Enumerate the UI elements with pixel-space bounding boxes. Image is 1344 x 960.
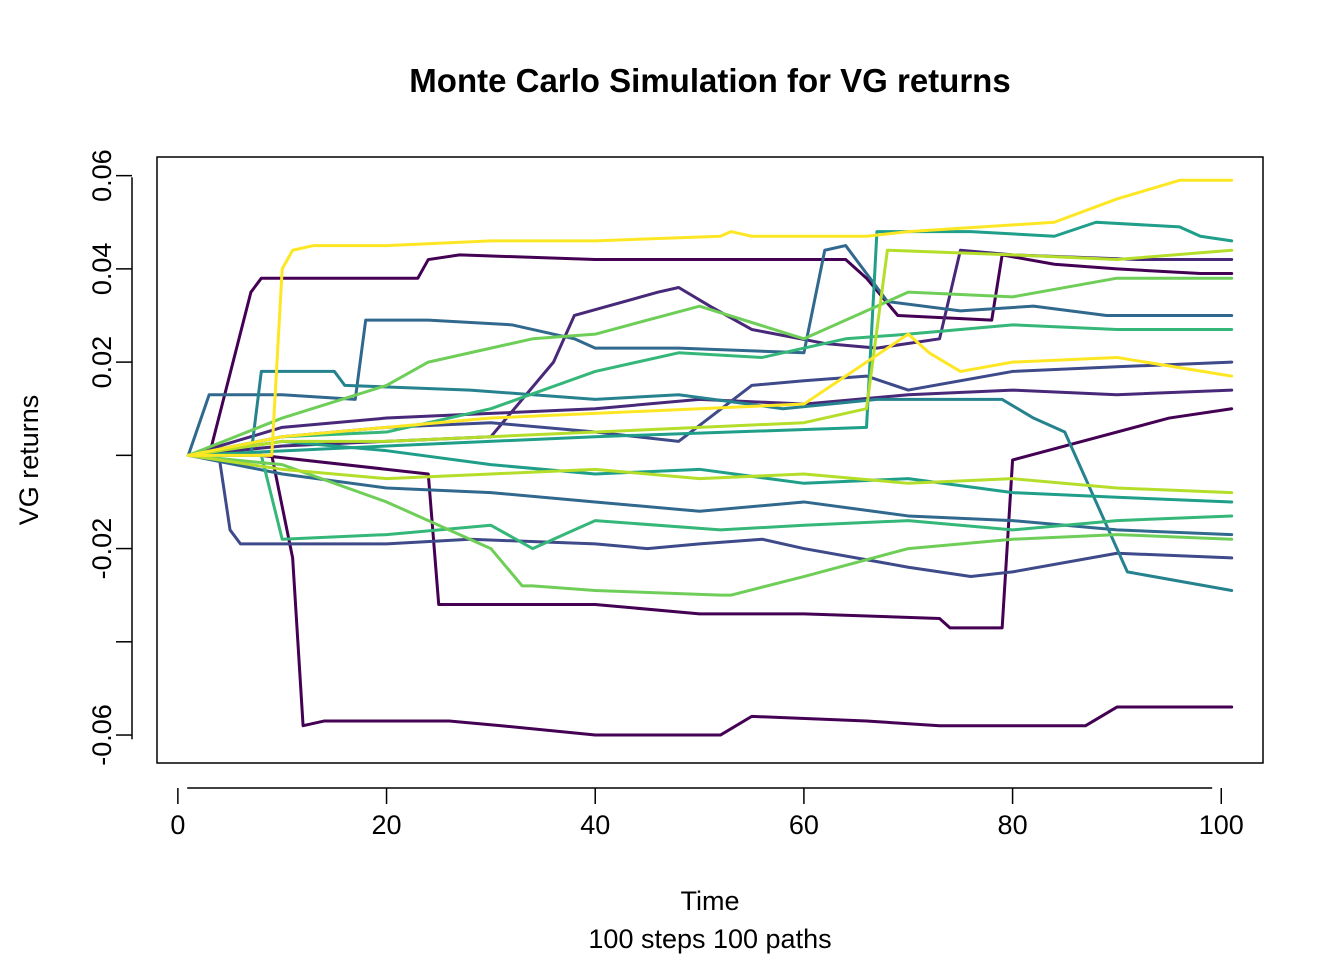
series-line-19 — [186, 332, 1234, 457]
series-line-2 — [186, 407, 1234, 630]
y-tick-label-2: -0.02 — [87, 518, 117, 580]
x-tick-label-0: 0 — [170, 810, 185, 840]
series-line-1 — [186, 453, 1234, 737]
series-line-9 — [186, 369, 1234, 593]
series-line-0 — [186, 253, 1234, 457]
plot-area — [156, 156, 1264, 764]
series-line-15 — [186, 276, 1234, 457]
y-tick-label-6: 0.06 — [87, 149, 117, 202]
series-line-8 — [186, 453, 1234, 537]
series-line-5 — [186, 453, 1234, 579]
series-layer — [186, 178, 1234, 737]
chart-title: Monte Carlo Simulation for VG returns — [409, 62, 1010, 99]
y-tick-label-0: -0.06 — [87, 704, 117, 766]
y-axis: -0.06 -0.02 0.02 0.04 0.06 — [87, 149, 133, 766]
series-line-3 — [186, 248, 1234, 457]
series-line-10 — [186, 220, 1234, 457]
series-line-4 — [186, 388, 1234, 457]
series-line-11 — [186, 439, 1234, 504]
y-tick-label-5: 0.04 — [87, 243, 117, 296]
x-tick-label-1: 20 — [372, 810, 402, 840]
chart-subtitle: 100 steps 100 paths — [588, 924, 831, 954]
x-axis-label: Time — [681, 886, 740, 916]
x-tick-label-5: 100 — [1199, 810, 1244, 840]
series-line-16 — [186, 248, 1234, 457]
series-line-18 — [186, 178, 1234, 457]
x-axis: 0 20 40 60 80 100 — [170, 787, 1244, 840]
series-line-13 — [186, 453, 1234, 551]
series-line-17 — [186, 453, 1234, 495]
x-tick-label-2: 40 — [580, 810, 610, 840]
x-tick-label-3: 60 — [789, 810, 819, 840]
x-tick-label-4: 80 — [998, 810, 1028, 840]
series-line-12 — [186, 323, 1234, 457]
y-tick-label-4: 0.02 — [87, 336, 117, 389]
series-line-14 — [186, 453, 1234, 597]
y-axis-label: VG returns — [14, 395, 44, 526]
